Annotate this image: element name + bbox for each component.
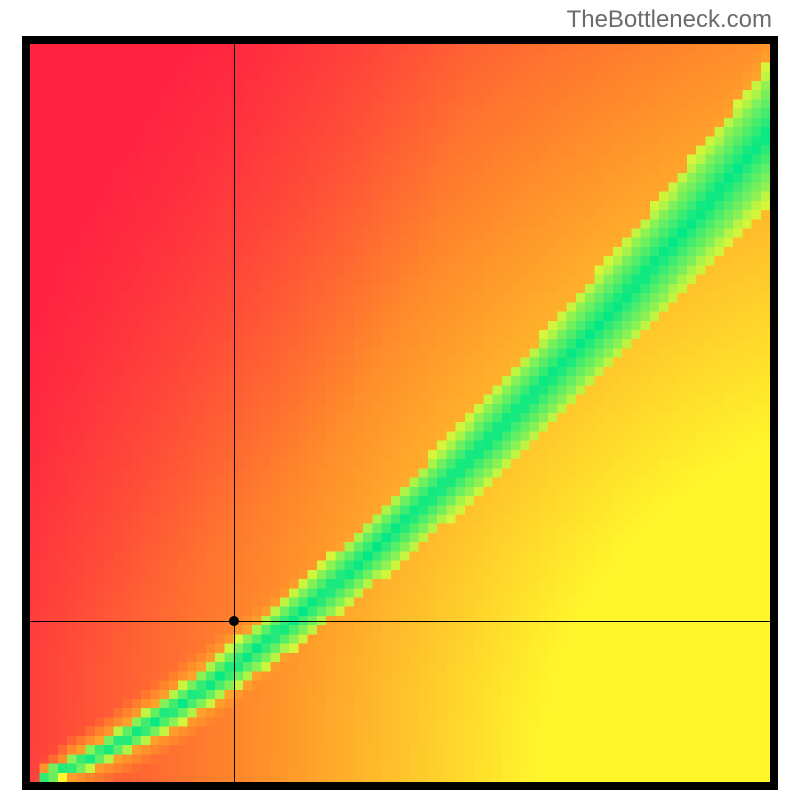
frame-border-top (22, 36, 778, 44)
frame-border-right (770, 36, 778, 790)
heatmap-canvas (30, 44, 770, 782)
crosshair-horizontal (30, 621, 770, 622)
frame-border-bottom (22, 782, 778, 790)
crosshair-vertical (234, 44, 235, 782)
chart-frame: TheBottleneck.com (0, 0, 800, 800)
chart-area (30, 44, 770, 782)
marker-dot (229, 616, 239, 626)
frame-border-left (22, 36, 30, 790)
watermark-text: TheBottleneck.com (567, 6, 772, 34)
